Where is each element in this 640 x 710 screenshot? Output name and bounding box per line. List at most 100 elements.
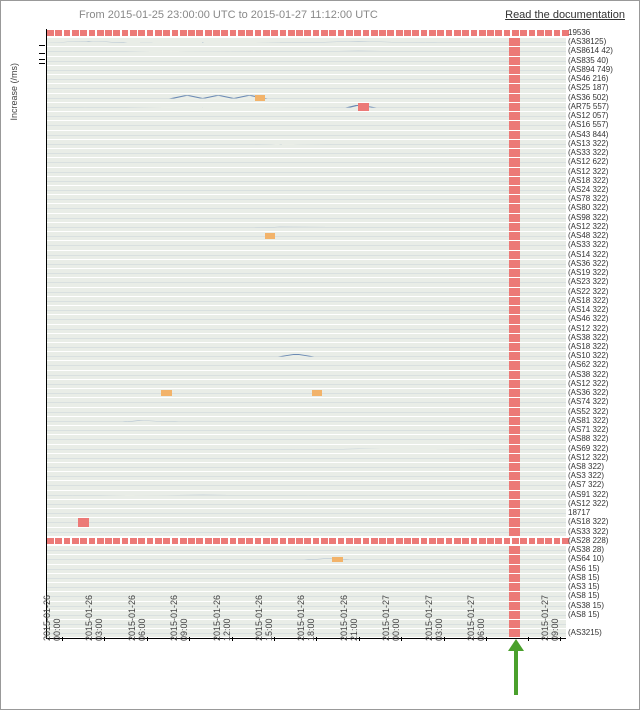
series-label: (AS18 322) <box>568 518 632 527</box>
series-label: (AS13 322) <box>568 140 632 149</box>
series-row <box>47 204 566 213</box>
x-tick-label: 2015-01-26 03:00 <box>84 575 104 641</box>
series-row <box>47 168 566 177</box>
series-label: 18717 <box>568 509 632 518</box>
series-row <box>47 417 566 426</box>
series-row <box>47 325 566 334</box>
series-row <box>47 29 566 38</box>
series-row <box>47 260 566 269</box>
series-label: (AS52 322) <box>568 408 632 417</box>
series-label: (AS64 10) <box>568 555 632 564</box>
series-row <box>47 214 566 223</box>
series-label: (AS12 322) <box>568 223 632 232</box>
series-label: (AS78 322) <box>568 195 632 204</box>
series-row <box>47 223 566 232</box>
series-label: (AS8614 42) <box>568 47 632 56</box>
series-label: (AS46 216) <box>568 75 632 84</box>
series-row <box>47 251 566 260</box>
series-label: (AS48 322) <box>568 232 632 241</box>
series-label: (AS8 15) <box>568 574 632 583</box>
x-tick-label: 2015-01-26 09:00 <box>169 575 189 641</box>
series-row <box>47 481 566 490</box>
series-label: (AS894 749) <box>568 66 632 75</box>
series-label: (AS18 322) <box>568 343 632 352</box>
series-label: (AS33 322) <box>568 149 632 158</box>
series-label: (AS46 322) <box>568 315 632 324</box>
series-label: (AS36 322) <box>568 260 632 269</box>
doc-link[interactable]: Read the documentation <box>505 9 625 21</box>
series-row <box>47 195 566 204</box>
series-row <box>47 140 566 149</box>
series-label: (AS23 322) <box>568 278 632 287</box>
series-label: (AS19 322) <box>568 269 632 278</box>
series-label: (AS80 322) <box>568 204 632 213</box>
series-row <box>47 463 566 472</box>
series-row <box>47 57 566 66</box>
series-label: (AS33 322) <box>568 241 632 250</box>
series-label: (AS8 15) <box>568 592 632 601</box>
series-label: (AS12 057) <box>568 112 632 121</box>
series-row <box>47 500 566 509</box>
y-axis-label: Increase (/ms) <box>9 63 19 121</box>
series-label: (AS12 322) <box>568 325 632 334</box>
series-row <box>47 371 566 380</box>
series-label: (AS12 622) <box>568 158 632 167</box>
chart-grid <box>46 29 566 639</box>
series-row <box>47 528 566 537</box>
series-label: (AS18 322) <box>568 177 632 186</box>
series-row <box>47 177 566 186</box>
series-row <box>47 361 566 370</box>
series-row <box>47 288 566 297</box>
series-row <box>47 518 566 527</box>
x-tick-label: 2015-01-27 09:00 <box>540 575 560 641</box>
series-row <box>47 343 566 352</box>
series-row <box>47 398 566 407</box>
series-label <box>568 620 632 629</box>
series-label: (AS3 322) <box>568 472 632 481</box>
series-row <box>47 509 566 518</box>
series-label: (AS69 322) <box>568 445 632 454</box>
x-tick-label: 2015-01-26 21:00 <box>339 575 359 641</box>
series-label: (AS835 40) <box>568 57 632 66</box>
series-row <box>47 269 566 278</box>
series-row <box>47 103 566 112</box>
series-row <box>47 426 566 435</box>
time-range-title: From 2015-01-25 23:00:00 UTC to 2015-01-… <box>79 9 378 21</box>
series-label: (AS38125) <box>568 38 632 47</box>
x-tick-label: 2015-01-26 12:00 <box>212 575 232 641</box>
series-label: (AS24 322) <box>568 186 632 195</box>
series-row <box>47 389 566 398</box>
series-label: (AS74 322) <box>568 398 632 407</box>
series-label: (AS43 844) <box>568 131 632 140</box>
series-label: (AS22 322) <box>568 288 632 297</box>
series-row <box>47 131 566 140</box>
series-label: (AS28 228) <box>568 537 632 546</box>
series-row <box>47 546 566 555</box>
series-label: (AS12 322) <box>568 380 632 389</box>
chart-container: From 2015-01-25 23:00:00 UTC to 2015-01-… <box>0 0 640 710</box>
chart-header: From 2015-01-25 23:00:00 UTC to 2015-01-… <box>9 7 631 25</box>
series-row <box>47 297 566 306</box>
series-label: (AS91 322) <box>568 491 632 500</box>
series-label: (AS36 322) <box>568 389 632 398</box>
series-row <box>47 445 566 454</box>
series-row <box>47 149 566 158</box>
series-label: (AS36 502) <box>568 94 632 103</box>
series-row <box>47 408 566 417</box>
x-tick-label: 2015-01-26 18:00 <box>296 575 316 641</box>
series-label: (AS88 322) <box>568 435 632 444</box>
series-label: (AS14 322) <box>568 306 632 315</box>
series-row <box>47 66 566 75</box>
series-row <box>47 47 566 56</box>
series-row <box>47 186 566 195</box>
series-row <box>47 241 566 250</box>
series-label: (AS8 15) <box>568 611 632 620</box>
series-row <box>47 334 566 343</box>
series-label: (AS7 322) <box>568 481 632 490</box>
series-label: (AS98 322) <box>568 214 632 223</box>
series-row <box>47 380 566 389</box>
series-label: 19536 <box>568 29 632 38</box>
x-tick-label: 2015-01-26 15:00 <box>254 575 274 641</box>
series-label: (AS10 322) <box>568 352 632 361</box>
x-tick-label: 2015-01-27 06:00 <box>466 575 486 641</box>
